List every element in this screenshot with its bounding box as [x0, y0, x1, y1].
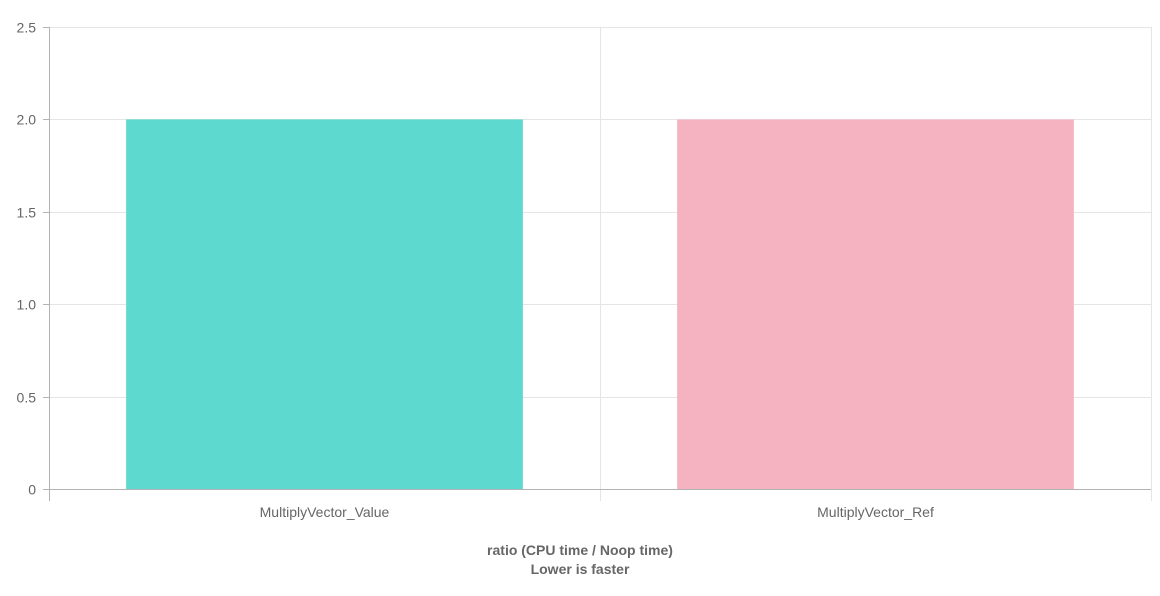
x-tick-label: MultiplyVector_Ref — [817, 504, 934, 520]
x-axis-subtitle: Lower is faster — [530, 561, 630, 577]
y-tick-label: 0.5 — [17, 390, 37, 406]
bars — [126, 119, 1074, 490]
y-tick-label: 0 — [28, 482, 36, 498]
y-tick-label: 1.5 — [17, 205, 37, 221]
y-tick-label: 2.0 — [17, 112, 37, 128]
x-axis-tick-labels: MultiplyVector_Value MultiplyVector_Ref — [260, 504, 934, 520]
x-tick-label: MultiplyVector_Value — [260, 504, 390, 520]
y-tick-label: 1.0 — [17, 297, 37, 313]
bar-multiplyvector-value — [126, 119, 523, 490]
bar-multiplyvector-ref — [677, 119, 1074, 490]
y-tick-label: 2.5 — [17, 20, 37, 36]
x-axis-title: ratio (CPU time / Noop time) — [487, 542, 673, 558]
y-axis-tick-labels: 0 0.5 1.0 1.5 2.0 2.5 — [17, 20, 37, 498]
axes — [43, 27, 1152, 501]
